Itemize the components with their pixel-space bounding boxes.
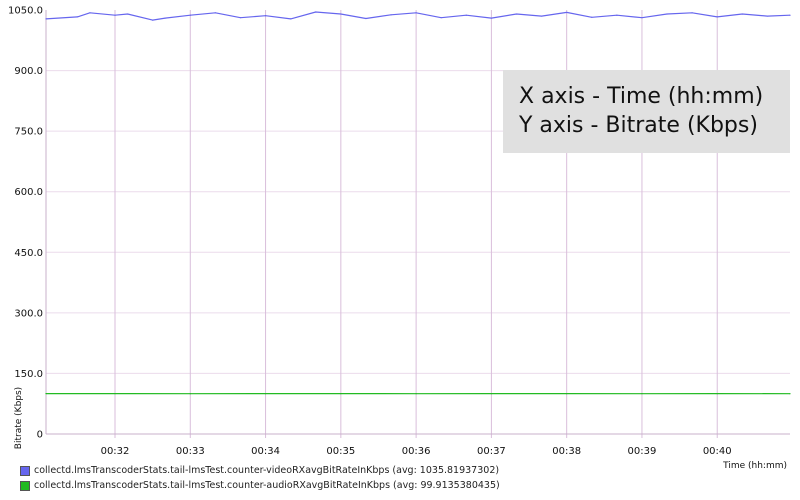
video-bitrate-point: [164, 17, 166, 19]
video-bitrate-point: [290, 18, 292, 20]
y-tick-label: 750.0: [14, 127, 43, 138]
video-bitrate-point: [515, 13, 518, 15]
audio-bitrate-point: [415, 393, 417, 395]
legend-swatch-audio: [20, 480, 30, 491]
video-bitrate-point: [89, 12, 91, 14]
x-tick-label: 00:38: [552, 446, 581, 457]
annotation-x-axis-text: X axis - Time (hh:mm): [519, 84, 764, 109]
video-bitrate-point: [315, 11, 317, 13]
video-bitrate-point: [440, 17, 442, 19]
x-tick-label: 00:34: [251, 446, 280, 457]
video-bitrate-point: [239, 17, 242, 19]
x-tick-label: 00:32: [101, 446, 130, 457]
legend-item-audio: collectd.lmsTranscoderStats.tail-lmsTest…: [20, 478, 500, 493]
x-tick-label: 00:39: [628, 446, 657, 457]
video-bitrate-point: [566, 11, 568, 14]
x-tick-label: 00:33: [176, 446, 205, 457]
video-bitrate-point: [214, 12, 216, 14]
audio-bitrate-point: [45, 393, 47, 395]
video-bitrate-point: [76, 16, 78, 18]
audio-bitrate-point: [490, 393, 492, 395]
y-tick-label: 600.0: [14, 187, 43, 198]
video-bitrate-point: [189, 14, 191, 16]
audio-bitrate-point: [566, 393, 568, 395]
x-tick-label: 00:37: [477, 446, 506, 457]
x-tick-label: 00:36: [402, 446, 431, 457]
audio-bitrate-point: [789, 393, 791, 395]
audio-bitrate-point: [114, 393, 116, 395]
y-axis-title: Bitrate (Kbps): [14, 387, 24, 449]
video-bitrate-point: [591, 16, 593, 18]
video-bitrate-point: [789, 14, 791, 16]
legend-label-audio: collectd.lmsTranscoderStats.tail-lmsTest…: [34, 480, 500, 491]
video-bitrate-point: [126, 13, 129, 15]
video-bitrate-point: [766, 15, 769, 17]
video-bitrate-point: [114, 14, 116, 16]
video-bitrate-point: [641, 17, 643, 19]
axis-annotation-box: X axis - Time (hh:mm) Y axis - Bitrate (…: [503, 70, 790, 153]
audio-bitrate-point: [340, 393, 342, 395]
video-bitrate-point: [741, 13, 743, 15]
audio-bitrate-point: [641, 393, 643, 395]
video-bitrate-point: [540, 15, 543, 17]
video-bitrate-point: [365, 17, 367, 20]
video-bitrate-point: [264, 15, 267, 17]
legend-label-video: collectd.lmsTranscoderStats.tail-lmsTest…: [34, 465, 500, 476]
y-tick-label: 300.0: [14, 308, 43, 319]
audio-bitrate-point: [189, 393, 191, 395]
video-bitrate-point: [45, 18, 47, 20]
video-bitrate-point: [616, 14, 618, 16]
y-tick-label: 1050.0: [8, 6, 43, 17]
video-bitrate-point: [716, 16, 718, 18]
y-tick-label: 900.0: [14, 66, 43, 77]
audio-bitrate-point: [716, 393, 718, 395]
video-bitrate-point: [415, 12, 417, 14]
y-tick-label: 450.0: [14, 248, 43, 259]
x-tick-label: 00:35: [326, 446, 355, 457]
video-bitrate-point: [340, 13, 342, 15]
y-tick-label: 150.0: [14, 369, 43, 380]
x-tick-label: 00:40: [703, 446, 732, 457]
video-bitrate-point: [390, 14, 392, 16]
legend-item-video: collectd.lmsTranscoderStats.tail-lmsTest…: [20, 463, 500, 478]
video-bitrate-point: [465, 14, 467, 16]
y-tick-label: 0: [37, 430, 43, 441]
x-axis-title: Time (hh:mm): [722, 461, 787, 471]
annotation-y-axis-text: Y axis - Bitrate (Kbps): [519, 113, 758, 138]
video-bitrate-point: [490, 17, 492, 19]
video-bitrate-point: [691, 12, 693, 14]
video-bitrate-point: [152, 19, 154, 21]
chart-legend: collectd.lmsTranscoderStats.tail-lmsTest…: [20, 463, 500, 493]
video-bitrate-series-line: [45, 11, 791, 21]
video-bitrate-point: [666, 13, 668, 15]
audio-bitrate-point: [264, 393, 267, 395]
legend-swatch-video: [20, 465, 30, 476]
